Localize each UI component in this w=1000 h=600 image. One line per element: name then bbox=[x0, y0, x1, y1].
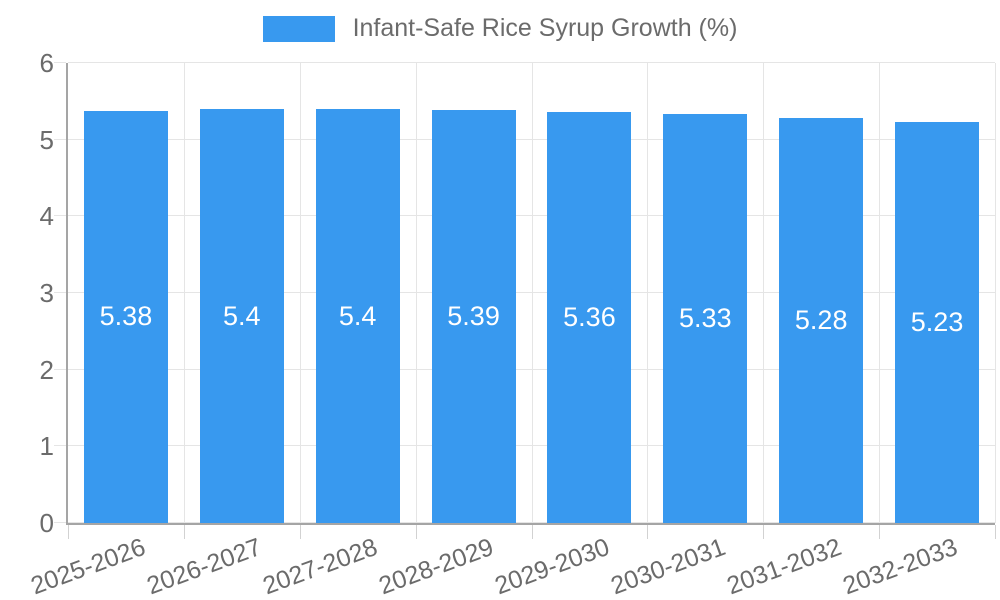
x-axis-tick bbox=[647, 525, 649, 539]
legend-label: Infant-Safe Rice Syrup Growth (%) bbox=[352, 14, 738, 42]
x-axis-tick bbox=[299, 525, 301, 539]
y-axis-tick bbox=[54, 522, 66, 523]
plot-area: 5.38 5.4 5.4 5.39 5.36 5.33 5.28 5.23 bbox=[54, 62, 996, 539]
y-axis-tick bbox=[54, 215, 66, 217]
bar-value-label: 5.4 bbox=[338, 300, 377, 331]
y-tick-label: 3 bbox=[39, 278, 54, 308]
gridline-vertical bbox=[183, 63, 185, 523]
gridline-horizontal bbox=[68, 62, 995, 63]
bar-value-label: 5.33 bbox=[679, 303, 732, 334]
y-axis-tick bbox=[54, 445, 66, 447]
bar: 5.28 bbox=[779, 118, 864, 523]
x-category-label-text: 2031-2032 bbox=[722, 533, 845, 600]
x-axis-tick bbox=[763, 525, 765, 539]
legend-swatch bbox=[262, 15, 335, 42]
chart-legend: Infant-Safe Rice Syrup Growth (%) bbox=[0, 14, 1000, 43]
y-axis-tick bbox=[54, 138, 66, 140]
gridline-vertical bbox=[531, 63, 533, 523]
bar: 5.4 bbox=[315, 109, 400, 523]
y-tick-label: 1 bbox=[39, 431, 54, 462]
bar: 5.4 bbox=[199, 109, 284, 523]
y-axis-tick bbox=[54, 62, 66, 63]
x-axis-tick bbox=[415, 525, 417, 539]
bar-value-label: 5.23 bbox=[910, 307, 964, 338]
x-category-label-text: 2032-2033 bbox=[838, 533, 961, 600]
bar: 5.23 bbox=[895, 122, 980, 523]
bar: 5.39 bbox=[431, 109, 516, 523]
x-axis-tick bbox=[531, 525, 533, 539]
bar-value-label: 5.4 bbox=[223, 300, 261, 331]
gridline-vertical bbox=[415, 63, 417, 523]
x-category-label-text: 2029-2030 bbox=[491, 533, 614, 600]
y-axis-tick bbox=[54, 292, 66, 293]
x-axis-tick bbox=[879, 525, 881, 539]
gridline-vertical bbox=[299, 63, 301, 523]
bar: 5.33 bbox=[663, 114, 748, 523]
x-axis-labels: 2025-2026 2026-2027 2027-2028 2028-2029 2029… bbox=[28, 527, 995, 600]
bar: 5.36 bbox=[547, 112, 632, 523]
y-tick-label: 4 bbox=[39, 201, 54, 232]
x-category-label-text: 2025-2026 bbox=[27, 533, 150, 600]
gridline-vertical bbox=[879, 63, 881, 523]
x-category-label-text: 2028-2029 bbox=[375, 533, 498, 600]
bar-value-label: 5.36 bbox=[563, 302, 616, 333]
y-tick-label: 6 bbox=[39, 48, 54, 78]
y-tick-label: 5 bbox=[39, 124, 54, 155]
y-tick-label: 0 bbox=[39, 508, 54, 538]
y-axis-tick bbox=[54, 368, 66, 370]
y-axis-labels: 0 1 2 3 4 5 6 bbox=[0, 50, 54, 536]
x-axis-tick bbox=[68, 525, 69, 539]
gridline-vertical bbox=[647, 63, 649, 523]
gridline-vertical bbox=[763, 63, 765, 523]
bar-value-label: 5.28 bbox=[794, 305, 848, 336]
bar: 5.38 bbox=[83, 110, 168, 523]
x-axis-tick bbox=[995, 525, 996, 539]
bar-value-label: 5.39 bbox=[447, 300, 500, 331]
x-axis-tick bbox=[183, 525, 185, 539]
x-category-label-text: 2027-2028 bbox=[259, 533, 382, 600]
bar-value-label: 5.38 bbox=[99, 301, 153, 332]
x-category-label-text: 2030-2031 bbox=[606, 533, 729, 600]
x-category-label-text: 2026-2027 bbox=[143, 533, 266, 600]
gridline-vertical bbox=[995, 63, 996, 523]
y-tick-label: 2 bbox=[39, 354, 54, 385]
